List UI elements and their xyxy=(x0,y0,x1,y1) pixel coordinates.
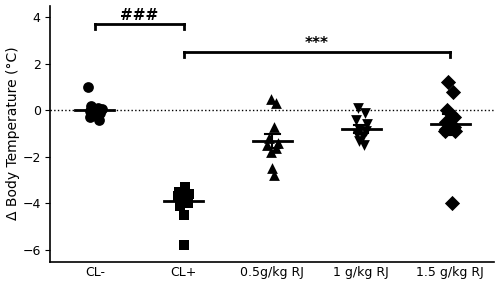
Point xyxy=(444,80,452,85)
Point xyxy=(354,138,362,143)
Point xyxy=(448,89,456,94)
Point xyxy=(266,96,274,101)
Point xyxy=(92,114,100,118)
Point xyxy=(361,110,369,115)
Point xyxy=(274,141,282,145)
Point xyxy=(354,106,362,110)
Point xyxy=(265,136,273,141)
Point xyxy=(448,201,456,206)
Point xyxy=(359,134,367,138)
Point xyxy=(266,150,274,154)
Point xyxy=(362,122,370,127)
Point xyxy=(270,173,278,178)
Point xyxy=(185,192,193,196)
Point xyxy=(180,213,188,217)
Point xyxy=(84,85,92,89)
Point xyxy=(86,115,94,119)
Point xyxy=(176,203,184,208)
Point xyxy=(184,201,192,206)
Point xyxy=(86,109,94,114)
Point xyxy=(94,106,102,110)
Point xyxy=(175,190,183,194)
Point xyxy=(442,120,450,124)
Point xyxy=(356,127,364,131)
Point xyxy=(452,129,460,133)
Point xyxy=(450,124,458,129)
Point xyxy=(96,110,104,115)
Point xyxy=(88,103,96,108)
Point xyxy=(444,108,452,113)
Point xyxy=(263,143,271,147)
Point xyxy=(182,185,190,190)
Point xyxy=(362,129,370,133)
Point xyxy=(180,243,188,248)
Point xyxy=(352,117,360,122)
Y-axis label: Δ Body Temperature (°C): Δ Body Temperature (°C) xyxy=(6,47,20,220)
Text: ###: ### xyxy=(120,8,158,23)
Point xyxy=(442,127,450,131)
Point xyxy=(178,199,186,203)
Text: ***: *** xyxy=(305,36,329,51)
Point xyxy=(174,194,182,199)
Point xyxy=(272,145,280,150)
Point xyxy=(440,129,448,133)
Point xyxy=(89,113,97,117)
Point xyxy=(360,143,368,147)
Point xyxy=(270,124,278,129)
Point xyxy=(98,107,106,111)
Point xyxy=(268,166,276,171)
Point xyxy=(96,117,104,122)
Point xyxy=(272,101,280,105)
Point xyxy=(183,196,191,201)
Point xyxy=(450,115,458,119)
Point xyxy=(353,131,361,136)
